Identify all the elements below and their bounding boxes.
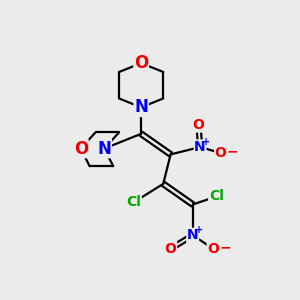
Text: −: − <box>219 240 231 254</box>
Text: O: O <box>134 54 148 72</box>
Text: O: O <box>215 146 226 160</box>
Text: +: + <box>202 137 211 147</box>
Text: N: N <box>187 228 199 242</box>
Text: +: + <box>195 225 203 235</box>
Text: Cl: Cl <box>126 194 141 208</box>
Text: O: O <box>74 140 88 158</box>
Text: Cl: Cl <box>209 189 224 202</box>
Text: O: O <box>193 118 205 132</box>
Text: N: N <box>98 140 111 158</box>
Text: O: O <box>165 242 176 256</box>
Text: O: O <box>207 242 219 256</box>
Text: N: N <box>134 98 148 116</box>
Text: N: N <box>194 140 206 154</box>
Text: −: − <box>226 145 238 158</box>
